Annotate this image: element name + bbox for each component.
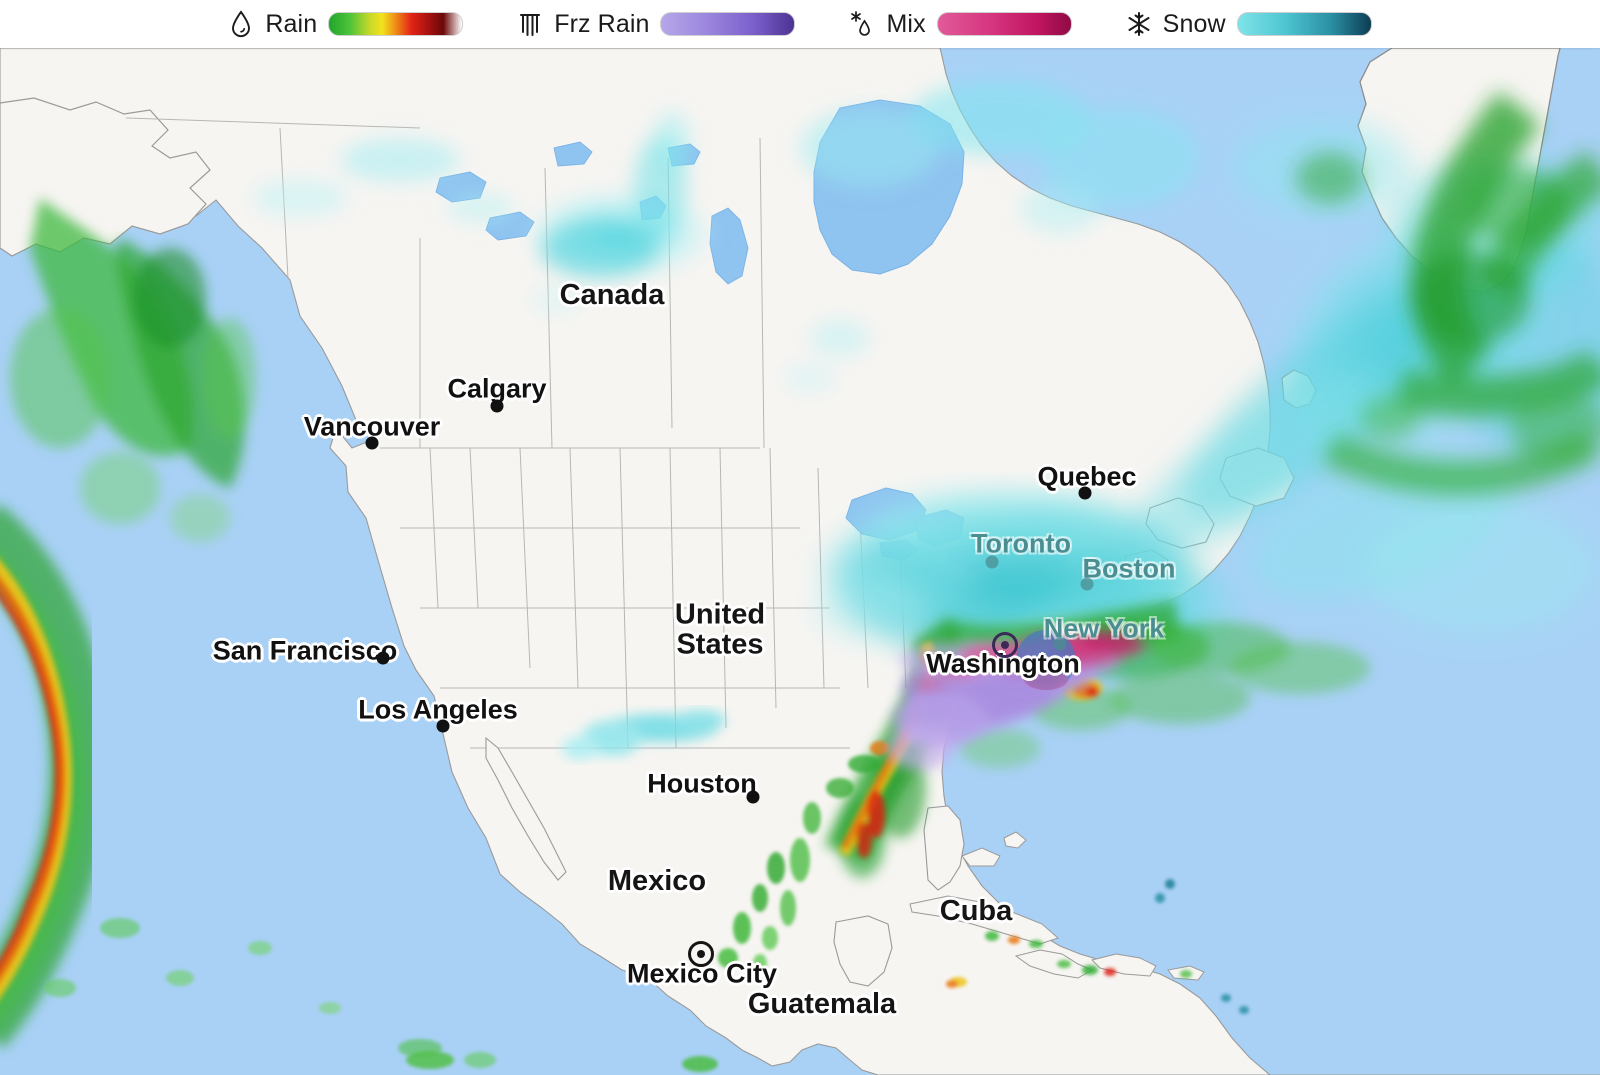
freezing-rain-icon <box>517 9 543 39</box>
city-label-houston[interactable]: Houston <box>647 768 757 799</box>
legend-label-frz-rain: Frz Rain <box>554 9 650 38</box>
legend-scale-frz-rain <box>660 12 796 36</box>
legend-item-frz-rain[interactable]: Frz Rain <box>517 9 796 39</box>
legend-label-rain: Rain <box>265 9 318 38</box>
legend-item-rain[interactable]: Rain <box>228 9 464 39</box>
snowflake-icon <box>1126 9 1152 39</box>
legend-item-mix[interactable]: Mix <box>849 9 1072 39</box>
city-label-quebec[interactable]: Quebec <box>1037 461 1137 492</box>
mix-icon <box>849 9 875 39</box>
legend-label-mix: Mix <box>886 9 926 38</box>
precipitation-legend: Rain Frz Rain Mix <box>0 0 1600 48</box>
map-canvas[interactable]: Canada United States Mexico Cuba Guatema… <box>0 48 1600 1075</box>
city-label-washington[interactable]: Washington <box>926 648 1080 679</box>
city-label-new-york[interactable]: New York <box>1043 613 1165 644</box>
city-label-los-angeles[interactable]: Los Angeles <box>358 694 518 725</box>
legend-scale-mix <box>936 12 1072 36</box>
city-label-boston[interactable]: Boston <box>1082 553 1176 584</box>
legend-scale-snow <box>1236 12 1372 36</box>
city-label-mexico-city[interactable]: Mexico City <box>626 958 778 989</box>
legend-item-snow[interactable]: Snow <box>1126 9 1372 39</box>
city-label-toronto[interactable]: Toronto <box>971 528 1071 559</box>
city-label-san-francisco[interactable]: San Francisco <box>212 635 398 666</box>
base-geography <box>0 48 1600 1075</box>
city-label-calgary[interactable]: Calgary <box>447 373 547 404</box>
legend-label-snow: Snow <box>1162 9 1226 38</box>
city-label-vancouver[interactable]: Vancouver <box>303 411 441 442</box>
raindrop-icon <box>228 9 254 39</box>
legend-scale-rain <box>328 12 464 36</box>
